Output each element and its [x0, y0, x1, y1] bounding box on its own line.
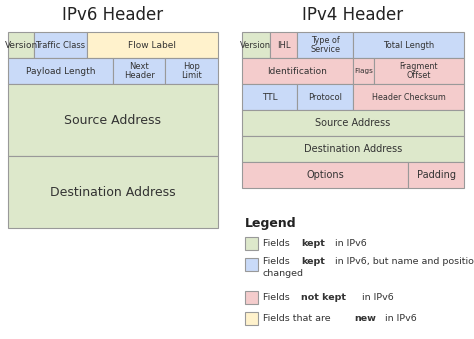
- Text: Version: Version: [240, 40, 272, 49]
- Text: TTL: TTL: [262, 93, 278, 101]
- Bar: [298, 84, 353, 110]
- Text: IHL: IHL: [277, 40, 291, 49]
- Bar: [242, 162, 409, 188]
- Bar: [34, 32, 87, 58]
- Bar: [87, 32, 218, 58]
- Bar: [242, 58, 353, 84]
- Bar: [353, 32, 464, 58]
- Bar: [242, 136, 464, 162]
- Bar: [242, 32, 270, 58]
- Text: Fields that are: Fields that are: [263, 314, 334, 323]
- Text: Identification: Identification: [267, 66, 328, 76]
- Text: Flags: Flags: [354, 68, 373, 74]
- Text: in IPv6, but name and position: in IPv6, but name and position: [332, 257, 474, 266]
- Text: Header: Header: [124, 71, 155, 80]
- Bar: [8, 58, 113, 84]
- Text: Padding: Padding: [417, 170, 456, 180]
- Text: changed: changed: [263, 268, 304, 278]
- Bar: [245, 312, 258, 325]
- Text: Flow Label: Flow Label: [128, 40, 176, 49]
- Bar: [8, 156, 218, 228]
- Bar: [245, 258, 258, 271]
- Text: Destination Address: Destination Address: [50, 185, 176, 199]
- Text: Header Checksum: Header Checksum: [372, 93, 446, 101]
- Bar: [165, 58, 218, 84]
- Text: Total Length: Total Length: [383, 40, 434, 49]
- Bar: [113, 58, 165, 84]
- Text: Traffic Class: Traffic Class: [36, 40, 86, 49]
- Text: Version: Version: [4, 40, 38, 49]
- Text: Limit: Limit: [182, 71, 202, 80]
- Bar: [374, 58, 464, 84]
- Text: Source Address: Source Address: [64, 114, 162, 126]
- Text: Legend: Legend: [245, 218, 297, 231]
- Text: Fragment: Fragment: [400, 62, 438, 71]
- Bar: [353, 58, 374, 84]
- Text: in IPv6: in IPv6: [332, 239, 367, 248]
- Text: kept: kept: [301, 257, 325, 266]
- Text: Fields: Fields: [263, 293, 293, 302]
- Text: Service: Service: [310, 45, 340, 54]
- Text: Offset: Offset: [407, 71, 431, 80]
- Text: Fields: Fields: [263, 239, 293, 248]
- Bar: [242, 84, 298, 110]
- Text: Next: Next: [129, 62, 149, 71]
- Bar: [245, 291, 258, 304]
- Bar: [270, 32, 298, 58]
- Bar: [8, 32, 34, 58]
- Text: in IPv6: in IPv6: [359, 293, 394, 302]
- Bar: [245, 237, 258, 250]
- Text: Options: Options: [306, 170, 344, 180]
- Text: Source Address: Source Address: [315, 118, 391, 128]
- Bar: [8, 84, 218, 156]
- Text: kept: kept: [301, 239, 325, 248]
- Text: Destination Address: Destination Address: [304, 144, 402, 154]
- Text: Payload Length: Payload Length: [26, 66, 95, 76]
- Text: not kept: not kept: [301, 293, 346, 302]
- Text: Hop: Hop: [183, 62, 200, 71]
- Bar: [409, 162, 464, 188]
- Bar: [298, 32, 353, 58]
- Text: IPv4 Header: IPv4 Header: [302, 6, 403, 24]
- Text: Type of: Type of: [311, 36, 340, 45]
- Text: new: new: [354, 314, 376, 323]
- Bar: [242, 110, 464, 136]
- Text: in IPv6: in IPv6: [383, 314, 417, 323]
- Text: IPv6 Header: IPv6 Header: [63, 6, 164, 24]
- Text: Protocol: Protocol: [308, 93, 342, 101]
- Text: Fields: Fields: [263, 257, 293, 266]
- Bar: [353, 84, 464, 110]
